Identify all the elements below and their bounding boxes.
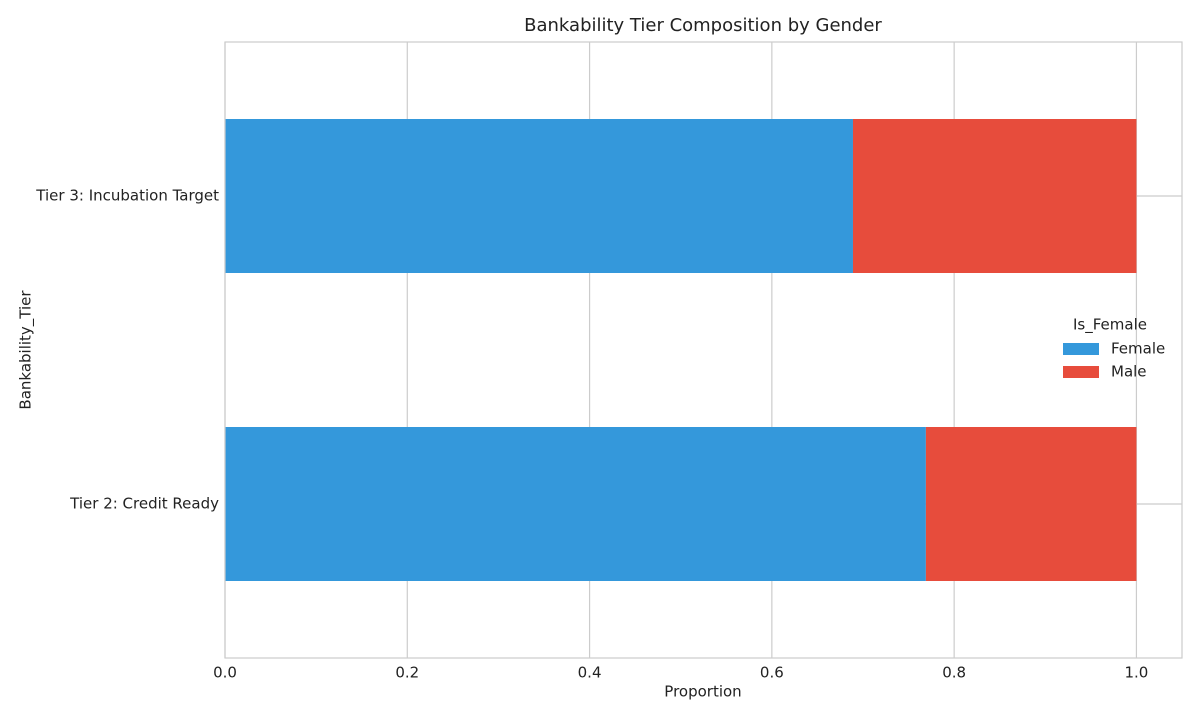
legend-label: Female bbox=[1111, 340, 1165, 358]
y-tick-label: Tier 3: Incubation Target bbox=[35, 187, 219, 205]
bar bbox=[225, 427, 926, 581]
x-tick-label: 0.2 bbox=[395, 664, 419, 682]
x-tick-label: 0.0 bbox=[213, 664, 237, 682]
legend-swatch bbox=[1063, 343, 1099, 355]
x-tick-label: 1.0 bbox=[1124, 664, 1148, 682]
bar bbox=[225, 119, 853, 273]
y-tick-label: Tier 2: Credit Ready bbox=[69, 495, 219, 513]
bar bbox=[925, 427, 1137, 581]
bar bbox=[852, 119, 1137, 273]
y-axis-label: Bankability_Tier bbox=[17, 290, 36, 410]
legend-label: Male bbox=[1111, 363, 1147, 381]
x-tick-label: 0.6 bbox=[760, 664, 784, 682]
legend-swatch bbox=[1063, 366, 1099, 378]
x-tick-label: 0.8 bbox=[942, 664, 966, 682]
chart-title: Bankability Tier Composition by Gender bbox=[524, 15, 882, 36]
x-axis-label: Proportion bbox=[664, 683, 741, 701]
plot-frame bbox=[224, 41, 1183, 659]
legend-title: Is_Female bbox=[1073, 316, 1147, 335]
x-tick-label: 0.4 bbox=[578, 664, 602, 682]
